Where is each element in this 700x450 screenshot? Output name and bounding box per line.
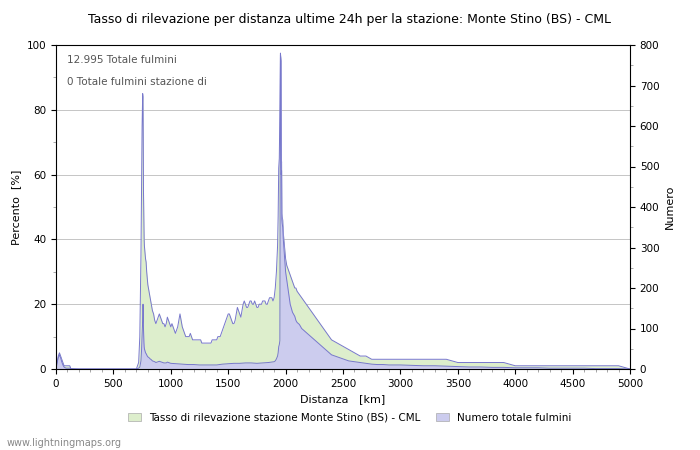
X-axis label: Distanza   [km]: Distanza [km]	[300, 394, 386, 404]
Y-axis label: Numero: Numero	[665, 185, 675, 229]
Y-axis label: Percento  [%]: Percento [%]	[11, 169, 21, 245]
Legend: Tasso di rilevazione stazione Monte Stino (BS) - CML, Numero totale fulmini: Tasso di rilevazione stazione Monte Stin…	[125, 409, 575, 427]
Text: www.lightningmaps.org: www.lightningmaps.org	[7, 438, 122, 448]
Text: Tasso di rilevazione per distanza ultime 24h per la stazione: Monte Stino (BS) -: Tasso di rilevazione per distanza ultime…	[88, 14, 612, 27]
Text: 12.995 Totale fulmini: 12.995 Totale fulmini	[67, 55, 177, 65]
Text: 0 Totale fulmini stazione di: 0 Totale fulmini stazione di	[67, 77, 207, 87]
